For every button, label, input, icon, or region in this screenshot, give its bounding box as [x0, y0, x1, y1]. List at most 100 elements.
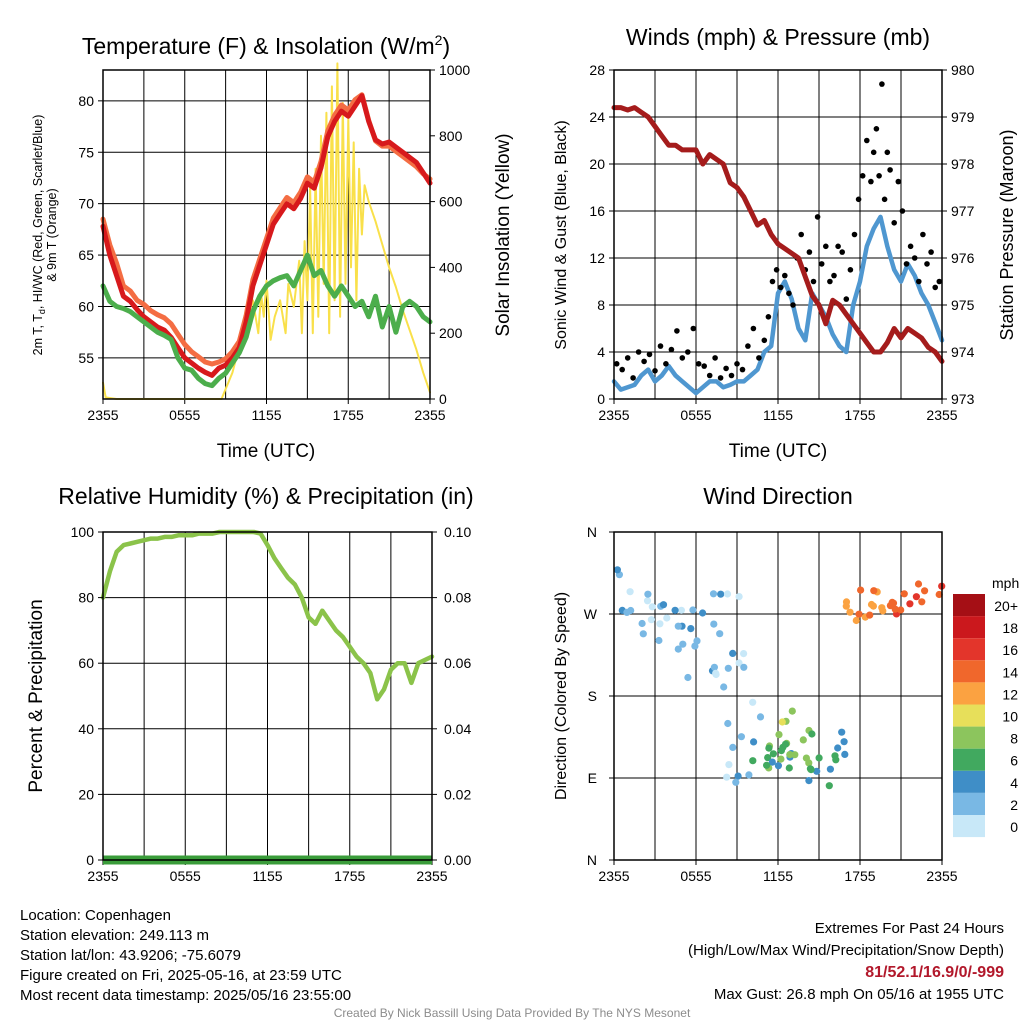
direction-point — [710, 663, 719, 671]
direction-point — [891, 605, 899, 613]
direction-point — [745, 771, 753, 779]
direction-point — [671, 606, 679, 614]
direction-point — [852, 616, 860, 625]
direction-point — [740, 650, 748, 658]
direction-point — [647, 616, 656, 624]
gust-point — [903, 261, 910, 267]
gust-point — [843, 296, 850, 302]
temp-xtick-label: 0555 — [169, 407, 200, 423]
gust-point — [717, 375, 724, 381]
pressure-line — [611, 105, 945, 364]
direction-point — [900, 590, 908, 598]
direction-point — [879, 607, 887, 615]
wind-xtick-label: 1155 — [763, 407, 793, 423]
gust-point — [701, 363, 707, 369]
temp-y2tick-label: 400 — [439, 259, 463, 275]
direction-point — [808, 730, 816, 738]
rh-xtick-label: 1155 — [252, 868, 282, 884]
direction-point — [786, 751, 794, 759]
legend-swatch — [953, 704, 985, 727]
legend-swatch — [953, 660, 985, 683]
gust-point — [761, 337, 768, 344]
gust-point — [879, 81, 885, 87]
legend-swatch — [953, 748, 985, 771]
temp-y2tick-label: 600 — [439, 194, 463, 210]
gust-point — [635, 349, 642, 355]
wind-xlabel: Time (UTC) — [729, 441, 828, 462]
direction-point — [869, 602, 878, 610]
gust-point — [839, 249, 845, 255]
legend-swatch — [953, 726, 985, 749]
legend-label: 18 — [1002, 620, 1018, 636]
gust-point — [916, 278, 922, 285]
wdir-xtick-label: 2355 — [926, 868, 957, 884]
direction-point — [717, 590, 725, 598]
direction-point — [679, 640, 687, 648]
extremes-box: Extremes For Past 24 Hours (High/Low/Max… — [688, 918, 1004, 1006]
direction-point — [805, 777, 813, 785]
gust-point — [907, 243, 914, 250]
direction-point — [723, 773, 731, 781]
direction-point — [840, 738, 848, 746]
rh-ytick-label: 20 — [78, 786, 94, 802]
insolation-ylabel: Solar Insolation (Yellow) — [493, 133, 514, 336]
gust-point — [712, 355, 718, 361]
legend-swatch — [953, 616, 985, 639]
direction-point — [788, 707, 796, 715]
legend-swatch — [953, 770, 985, 793]
gust-point — [911, 255, 918, 261]
direction-point — [693, 637, 701, 645]
station-info: Location: Copenhagen Station elevation: … — [20, 906, 351, 1006]
rh-plot-border — [102, 531, 433, 861]
max-gust-text: Max Gust: 26.8 mph On 05/16 at 1955 UTC — [713, 986, 1004, 1003]
direction-point — [763, 761, 771, 769]
gust-point — [706, 372, 713, 379]
gust-point — [619, 366, 625, 373]
gust-point — [827, 278, 833, 285]
direction-point — [710, 620, 718, 628]
wind-xtick-label: 2355 — [926, 407, 957, 423]
direction-point — [799, 736, 807, 744]
direction-point — [623, 608, 631, 617]
legend-label: 10 — [1002, 709, 1018, 725]
legend-swatch — [953, 594, 985, 617]
gust-point — [685, 349, 691, 355]
direction-point — [709, 590, 718, 598]
wdir-ytick-label: S — [588, 688, 597, 704]
direction-point — [644, 590, 652, 598]
direction-point — [735, 593, 743, 601]
rh-ylabel: Percent & Precipitation — [26, 599, 47, 792]
gust-point — [756, 355, 762, 361]
direction-point — [805, 759, 813, 767]
wind-y2tick-label: 974 — [951, 344, 975, 360]
legend-label: 4 — [1010, 775, 1018, 791]
legend-title: mph — [992, 575, 1019, 591]
legend-swatch — [953, 792, 985, 815]
direction-point — [648, 603, 656, 611]
gust-point — [823, 243, 829, 250]
direction-point — [677, 606, 686, 614]
wind-xtick-label: 1755 — [844, 407, 875, 423]
direction-point — [699, 609, 707, 617]
direction-point — [750, 738, 758, 746]
gust-point — [881, 196, 888, 203]
temp-xlabel: Time (UTC) — [217, 441, 316, 462]
direction-point — [674, 622, 682, 630]
temp-chart-title: Temperature (F) & Insolation (W/m2) — [82, 32, 450, 59]
wind-ylabel: Sonic Wind & Gust (Blue, Black) — [553, 120, 570, 349]
direction-point — [912, 593, 921, 601]
direction-point — [834, 744, 842, 752]
direction-point — [724, 664, 732, 672]
direction-point — [732, 778, 740, 786]
gust-point — [847, 267, 854, 273]
direction-point — [815, 754, 823, 762]
direction-point — [643, 597, 652, 605]
legend-label: 20+ — [994, 598, 1018, 614]
gust-point — [723, 365, 729, 372]
direction-point — [889, 599, 898, 607]
legend-label: 8 — [1010, 731, 1018, 747]
gust-point — [835, 243, 841, 250]
wind-y2tick-label: 979 — [951, 109, 975, 125]
direction-point — [778, 718, 786, 726]
rh-y2tick-label: 0.10 — [444, 524, 471, 540]
